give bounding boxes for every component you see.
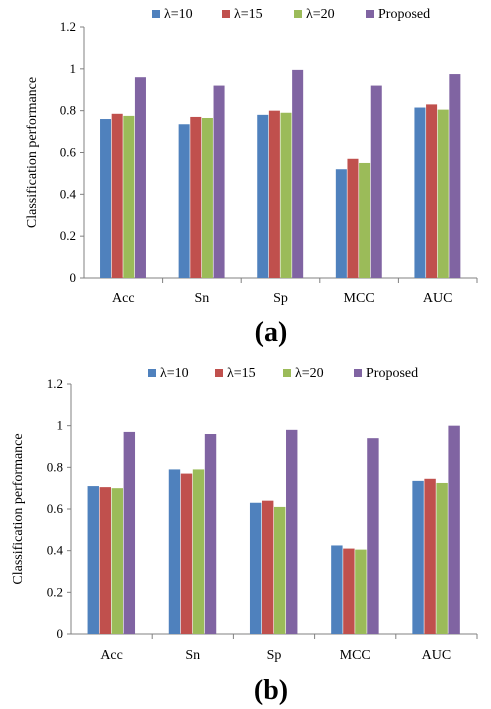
legend-label-3: λ=20 [295,366,324,381]
bar-auc-series-1 [414,107,426,278]
legend-label-2: λ=15 [234,7,263,22]
bar-sp-series-2 [261,500,274,634]
x-category-label: MCC [340,648,371,663]
bar-sp-series-2 [268,110,280,279]
panel-label-b: (b) [254,675,288,706]
bar-mcc-series-3 [359,162,371,278]
legend-swatch-3 [294,10,302,18]
bar-auc-series-3 [436,482,448,634]
chart-panel-a: λ=10 λ=15 λ=20 Proposed 0 0.2 0.4 0.6 0.8 1 1.2 Cla… [25,7,478,348]
bar-mcc-series-3 [355,549,367,634]
bar-mcc-series-1 [335,169,347,278]
bar-sn-series-2 [180,473,193,634]
x-category-label: Acc [112,291,135,306]
legend-swatch-1 [148,369,156,377]
bar-sp-series-4 [286,429,298,634]
y-tick-label: 0 [70,270,77,285]
bar-sp-series-3 [274,506,286,634]
bar-sn-series-4 [213,85,225,278]
bar-acc-series-2 [111,113,123,278]
bar-mcc-series-2 [343,548,355,634]
y-tick-label: 0.2 [60,228,76,243]
chart-panel-b: λ=10 λ=15 λ=20 Proposed 0 0.2 0.4 0.6 0.8 1 1.2 Cla… [11,366,478,706]
legend-label-4: Proposed [378,7,430,22]
legend-label-3: λ=20 [306,7,335,22]
bar-auc-series-1 [412,480,424,634]
x-category-label: Sp [267,648,282,663]
bar-auc-series-2 [424,478,436,634]
bar-auc-series-2 [426,104,438,279]
y-tick-label: 0.8 [47,459,63,474]
bar-acc-series-3 [111,488,124,634]
bar-sp-series-1 [249,502,262,634]
bar-sn-series-2 [190,116,202,278]
bar-acc-series-4 [134,77,146,278]
bar-sn-series-4 [204,434,217,634]
y-tick-label: 1.2 [47,376,63,391]
bar-acc-series-3 [123,115,135,278]
bar-sp-series-1 [257,114,269,278]
x-category-label: AUC [423,291,453,306]
bar-acc-series-1 [100,119,112,279]
legend-swatch-2 [222,10,230,18]
y-tick-label: 0.6 [60,145,77,160]
bar-auc-series-4 [448,425,460,634]
legend-swatch-1 [152,10,160,18]
bar-mcc-series-4 [370,85,382,278]
bar-auc-series-3 [437,109,449,278]
x-category-label: MCC [344,291,375,306]
legend-swatch-2 [215,369,223,377]
legend-label-2: λ=15 [227,366,256,381]
x-category-label: Acc [100,648,123,663]
y-axis-title: Classification performance [11,433,26,584]
legend-label-1: λ=10 [160,366,189,381]
y-tick-label: 0.4 [47,543,64,558]
bar-acc-series-2 [99,487,111,634]
bar-mcc-series-1 [331,545,343,634]
x-category-label: AUC [422,648,452,663]
bar-sp-series-4 [292,69,304,278]
y-tick-label: 0.4 [60,186,77,201]
bar-sp-series-3 [280,112,292,278]
x-category-label: Sp [273,291,288,306]
y-tick-label: 1.2 [60,19,76,34]
y-tick-label: 0.8 [60,103,76,118]
y-tick-label: 0.2 [47,584,63,599]
legend-swatch-4 [366,10,374,18]
bar-acc-series-1 [87,486,99,634]
y-axis-title: Classification performance [25,77,40,228]
x-category-label: Sn [185,648,200,663]
legend-label-1: λ=10 [164,7,193,22]
legend-swatch-3 [283,369,291,377]
y-tick-label: 1 [70,61,77,76]
bar-sn-series-3 [201,117,213,278]
bar-auc-series-4 [449,74,461,278]
legend-label-4: Proposed [366,366,418,381]
legend-swatch-4 [354,369,362,377]
bar-sn-series-3 [192,469,205,634]
bar-sn-series-1 [168,469,181,634]
bar-sn-series-1 [178,124,190,278]
bar-mcc-series-2 [347,158,359,278]
x-category-label: Sn [195,291,210,306]
bar-mcc-series-4 [367,438,379,634]
bar-acc-series-4 [123,431,136,634]
y-tick-label: 1 [57,418,64,433]
panel-label-a: (a) [255,317,288,348]
y-tick-label: 0 [57,626,64,641]
y-tick-label: 0.6 [47,501,64,516]
